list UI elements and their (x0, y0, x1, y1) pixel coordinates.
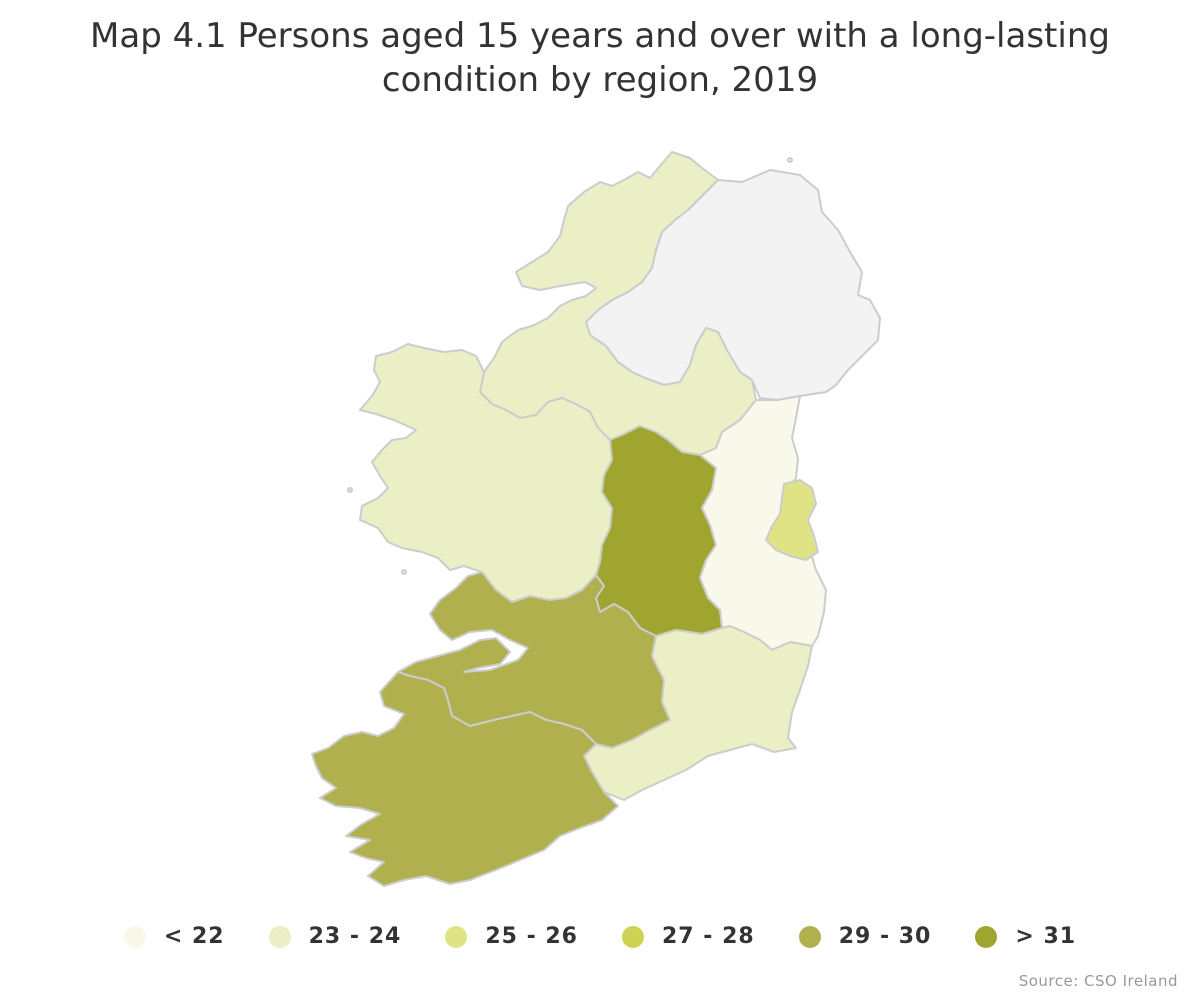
legend-swatch (798, 925, 821, 948)
legend-item[interactable]: 27 - 28 (622, 924, 755, 949)
region-west[interactable] (359, 343, 613, 603)
legend-label: 25 - 26 (485, 924, 578, 949)
legend-item[interactable]: < 22 (123, 924, 225, 949)
legend-item[interactable]: 25 - 26 (445, 924, 578, 949)
legend-swatch (123, 925, 146, 948)
island-west-2 (401, 569, 407, 575)
legend-swatch (975, 925, 998, 948)
legend-label: 29 - 30 (838, 924, 932, 949)
legend-label: > 31 (1015, 924, 1077, 949)
legend-swatch (445, 925, 468, 948)
map-title-line2: condition by region, 2019 (381, 60, 819, 100)
legend-swatch (268, 925, 291, 948)
legend-label: 23 - 24 (308, 924, 402, 949)
legend-swatch (622, 925, 644, 948)
legend-item[interactable]: > 31 (975, 924, 1076, 949)
map-title-line1: Map 4.1 Persons aged 15 years and over w… (90, 16, 1110, 56)
legend-label: 27 - 28 (662, 924, 755, 949)
legend-label: < 22 (163, 924, 225, 949)
map-title: Map 4.1 Persons aged 15 years and over w… (0, 14, 1200, 102)
legend: < 22 23 - 24 25 - 26 27 - 28 29 - 30 > 31 (0, 924, 1200, 949)
island-west-1 (347, 487, 353, 493)
island-rathlin (787, 157, 793, 163)
region-south-west[interactable] (311, 671, 619, 887)
region-south-east[interactable] (583, 625, 813, 801)
legend-item[interactable]: 23 - 24 (268, 924, 402, 949)
region-dublin[interactable] (765, 479, 819, 561)
legend-item[interactable]: 29 - 30 (798, 924, 932, 949)
source-credit: Source: CSO Ireland (1018, 972, 1178, 990)
